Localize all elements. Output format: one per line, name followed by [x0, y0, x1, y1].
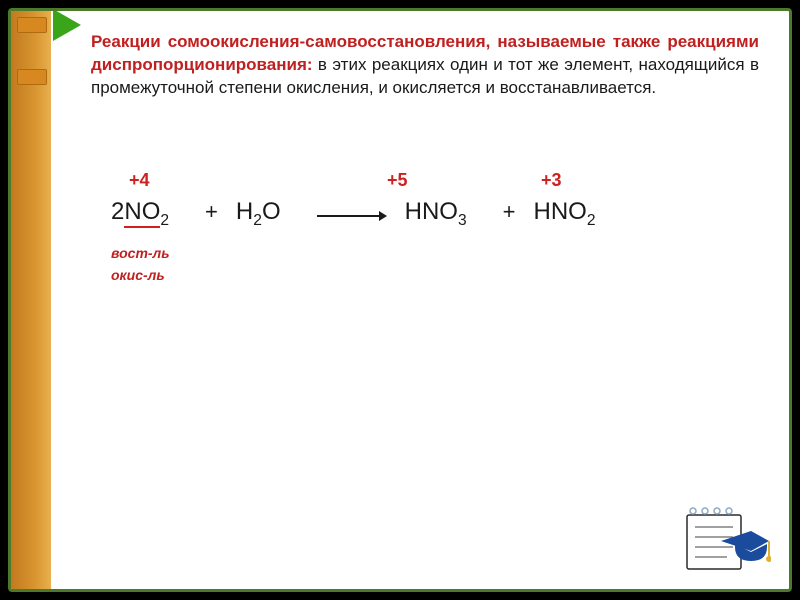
education-corner-icon — [681, 497, 771, 575]
plus-1: + — [205, 199, 218, 225]
slide-content: Реакции сомоокисления-самовосстановления… — [91, 31, 759, 286]
term-h2o: H2O — [236, 198, 281, 230]
term-hno3: HNO3 — [405, 198, 467, 230]
h: H — [236, 198, 253, 225]
hno3-base: HNO — [405, 198, 458, 225]
oxidation-hno3: +5 — [387, 170, 408, 191]
underlined-no: NO — [124, 198, 160, 228]
note-reductant: вост-ль — [111, 242, 759, 264]
left-decorative-bar — [11, 11, 51, 589]
equation-row: 2NO2 + H2O HNO3 + HNO2 — [111, 198, 759, 230]
oxidation-no2: +4 — [129, 170, 150, 191]
sub-3: 3 — [458, 212, 467, 229]
hno2-base: HNO — [534, 198, 587, 225]
sub-2-c: 2 — [587, 212, 596, 229]
slide-frame: Реакции сомоокисления-самовосстановления… — [8, 8, 792, 592]
plus-2: + — [503, 199, 516, 225]
term-2no2: 2NO2 — [111, 198, 169, 230]
term-hno2: HNO2 — [534, 198, 596, 230]
note-oxidant: окис-ль — [111, 264, 759, 286]
oxidation-hno2: +3 — [541, 170, 562, 191]
sub-2-a: 2 — [160, 212, 169, 229]
chemical-equation: +4 +5 +3 2NO2 + H2O HNO3 + HNO2 — [111, 170, 759, 230]
sub-2-b: 2 — [253, 212, 262, 229]
redox-notes: вост-ль окис-ль — [111, 242, 759, 287]
o: O — [262, 198, 281, 225]
heading-text: Реакции сомоокисления-самовосстановления… — [91, 31, 759, 100]
oxidation-states-row: +4 +5 +3 — [111, 170, 759, 198]
arrow-bullet-icon — [53, 9, 81, 41]
coef-2: 2 — [111, 198, 124, 225]
reaction-arrow-icon — [317, 209, 387, 223]
